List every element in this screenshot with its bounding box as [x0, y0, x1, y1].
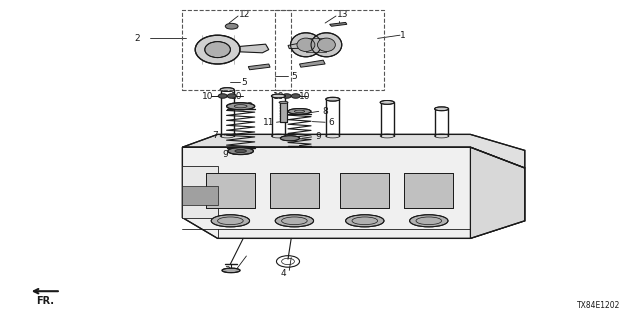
- Polygon shape: [240, 44, 269, 53]
- Ellipse shape: [326, 97, 340, 101]
- Text: 5: 5: [242, 78, 247, 87]
- Ellipse shape: [211, 215, 250, 227]
- Text: 5: 5: [292, 72, 297, 81]
- Ellipse shape: [220, 88, 234, 92]
- Ellipse shape: [195, 35, 240, 64]
- Polygon shape: [248, 64, 270, 70]
- Text: FR.: FR.: [36, 296, 54, 306]
- Text: 9: 9: [223, 150, 228, 159]
- Ellipse shape: [311, 33, 342, 57]
- Ellipse shape: [225, 23, 238, 29]
- Text: 7: 7: [212, 131, 218, 140]
- Polygon shape: [340, 173, 389, 208]
- Text: 9: 9: [316, 132, 321, 141]
- Text: 10: 10: [231, 92, 243, 100]
- Ellipse shape: [346, 215, 384, 227]
- Text: 13: 13: [337, 10, 348, 19]
- Ellipse shape: [297, 38, 315, 52]
- Bar: [275, 10, 384, 90]
- Polygon shape: [206, 173, 255, 208]
- Ellipse shape: [279, 101, 288, 104]
- Ellipse shape: [435, 107, 449, 111]
- Ellipse shape: [280, 136, 300, 141]
- Circle shape: [227, 94, 236, 98]
- Polygon shape: [182, 134, 525, 168]
- Text: 8: 8: [247, 102, 252, 111]
- Polygon shape: [404, 173, 453, 208]
- Circle shape: [255, 45, 268, 52]
- Ellipse shape: [317, 38, 335, 52]
- Ellipse shape: [288, 108, 311, 114]
- Circle shape: [291, 94, 300, 98]
- Text: 2: 2: [135, 34, 140, 43]
- Polygon shape: [288, 42, 307, 49]
- Text: 10: 10: [299, 92, 310, 100]
- Ellipse shape: [235, 149, 246, 153]
- Polygon shape: [182, 147, 525, 238]
- Text: 10: 10: [202, 92, 214, 100]
- Bar: [182, 10, 291, 90]
- Text: 1: 1: [401, 31, 406, 40]
- Polygon shape: [280, 102, 287, 122]
- Ellipse shape: [222, 268, 240, 273]
- Polygon shape: [330, 22, 347, 26]
- Ellipse shape: [275, 215, 314, 227]
- Polygon shape: [182, 166, 218, 218]
- Ellipse shape: [271, 94, 285, 98]
- Text: 8: 8: [323, 107, 328, 116]
- Circle shape: [218, 94, 227, 98]
- Text: 4: 4: [280, 269, 285, 278]
- Text: 11: 11: [263, 118, 275, 127]
- Polygon shape: [300, 60, 325, 67]
- Text: 10: 10: [273, 92, 284, 100]
- Text: 6: 6: [328, 118, 333, 127]
- Text: 12: 12: [239, 10, 250, 19]
- Polygon shape: [182, 186, 218, 205]
- Ellipse shape: [291, 33, 321, 57]
- Ellipse shape: [205, 42, 230, 58]
- Ellipse shape: [380, 100, 394, 104]
- Polygon shape: [306, 38, 326, 52]
- Ellipse shape: [228, 148, 253, 155]
- Text: 3: 3: [225, 266, 230, 275]
- Circle shape: [282, 94, 291, 98]
- Ellipse shape: [227, 103, 255, 110]
- Polygon shape: [470, 147, 525, 238]
- Polygon shape: [270, 173, 319, 208]
- Ellipse shape: [410, 215, 448, 227]
- Text: TX84E1202: TX84E1202: [577, 301, 621, 310]
